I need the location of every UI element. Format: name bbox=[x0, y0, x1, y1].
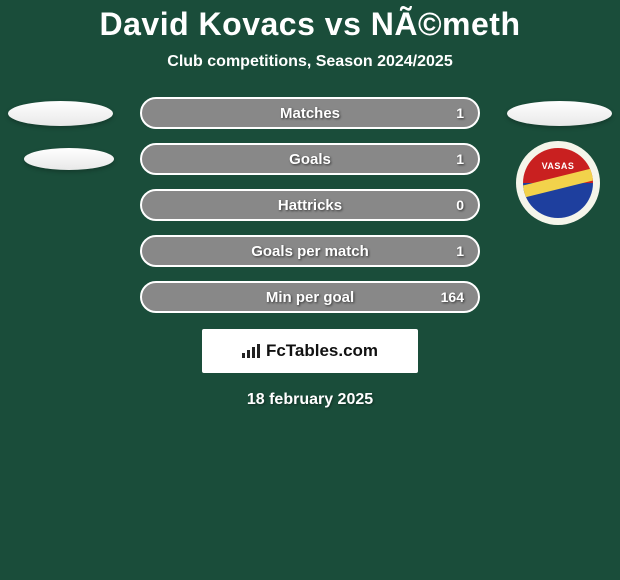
stat-label: Goals bbox=[289, 151, 331, 168]
stat-pill: Goals 1 bbox=[140, 143, 480, 175]
barchart-icon bbox=[242, 344, 260, 358]
player1-marker-icon bbox=[24, 148, 114, 170]
subtitle: Club competitions, Season 2024/2025 bbox=[0, 53, 620, 71]
stat-value: 0 bbox=[456, 197, 464, 213]
stat-row: Goals 1 VASAS bbox=[0, 143, 620, 175]
stat-row: Goals per match 1 bbox=[0, 235, 620, 267]
player1-marker-icon bbox=[8, 101, 113, 126]
stat-pill: Hattricks 0 bbox=[140, 189, 480, 221]
stat-pill: Matches 1 bbox=[140, 97, 480, 129]
logo-text: FcTables.com bbox=[266, 341, 378, 361]
stat-label: Min per goal bbox=[266, 289, 354, 306]
stat-row: Hattricks 0 bbox=[0, 189, 620, 221]
date-text: 18 february 2025 bbox=[0, 391, 620, 409]
stat-row: Matches 1 bbox=[0, 97, 620, 129]
stat-value: 164 bbox=[441, 289, 464, 305]
stat-value: 1 bbox=[456, 105, 464, 121]
comparison-card: David Kovacs vs NÃ©meth Club competition… bbox=[0, 0, 620, 409]
stat-pill: Goals per match 1 bbox=[140, 235, 480, 267]
stat-value: 1 bbox=[456, 243, 464, 259]
fctables-logo: FcTables.com bbox=[202, 329, 418, 373]
stat-pill: Min per goal 164 bbox=[140, 281, 480, 313]
stat-label: Matches bbox=[280, 105, 340, 122]
page-title: David Kovacs vs NÃ©meth bbox=[0, 6, 620, 43]
stat-label: Hattricks bbox=[278, 197, 342, 214]
player2-marker-icon bbox=[507, 101, 612, 126]
stat-label: Goals per match bbox=[251, 243, 369, 260]
stat-value: 1 bbox=[456, 151, 464, 167]
stats-section: Matches 1 Goals 1 VASAS bbox=[0, 97, 620, 313]
stat-row: Min per goal 164 bbox=[0, 281, 620, 313]
